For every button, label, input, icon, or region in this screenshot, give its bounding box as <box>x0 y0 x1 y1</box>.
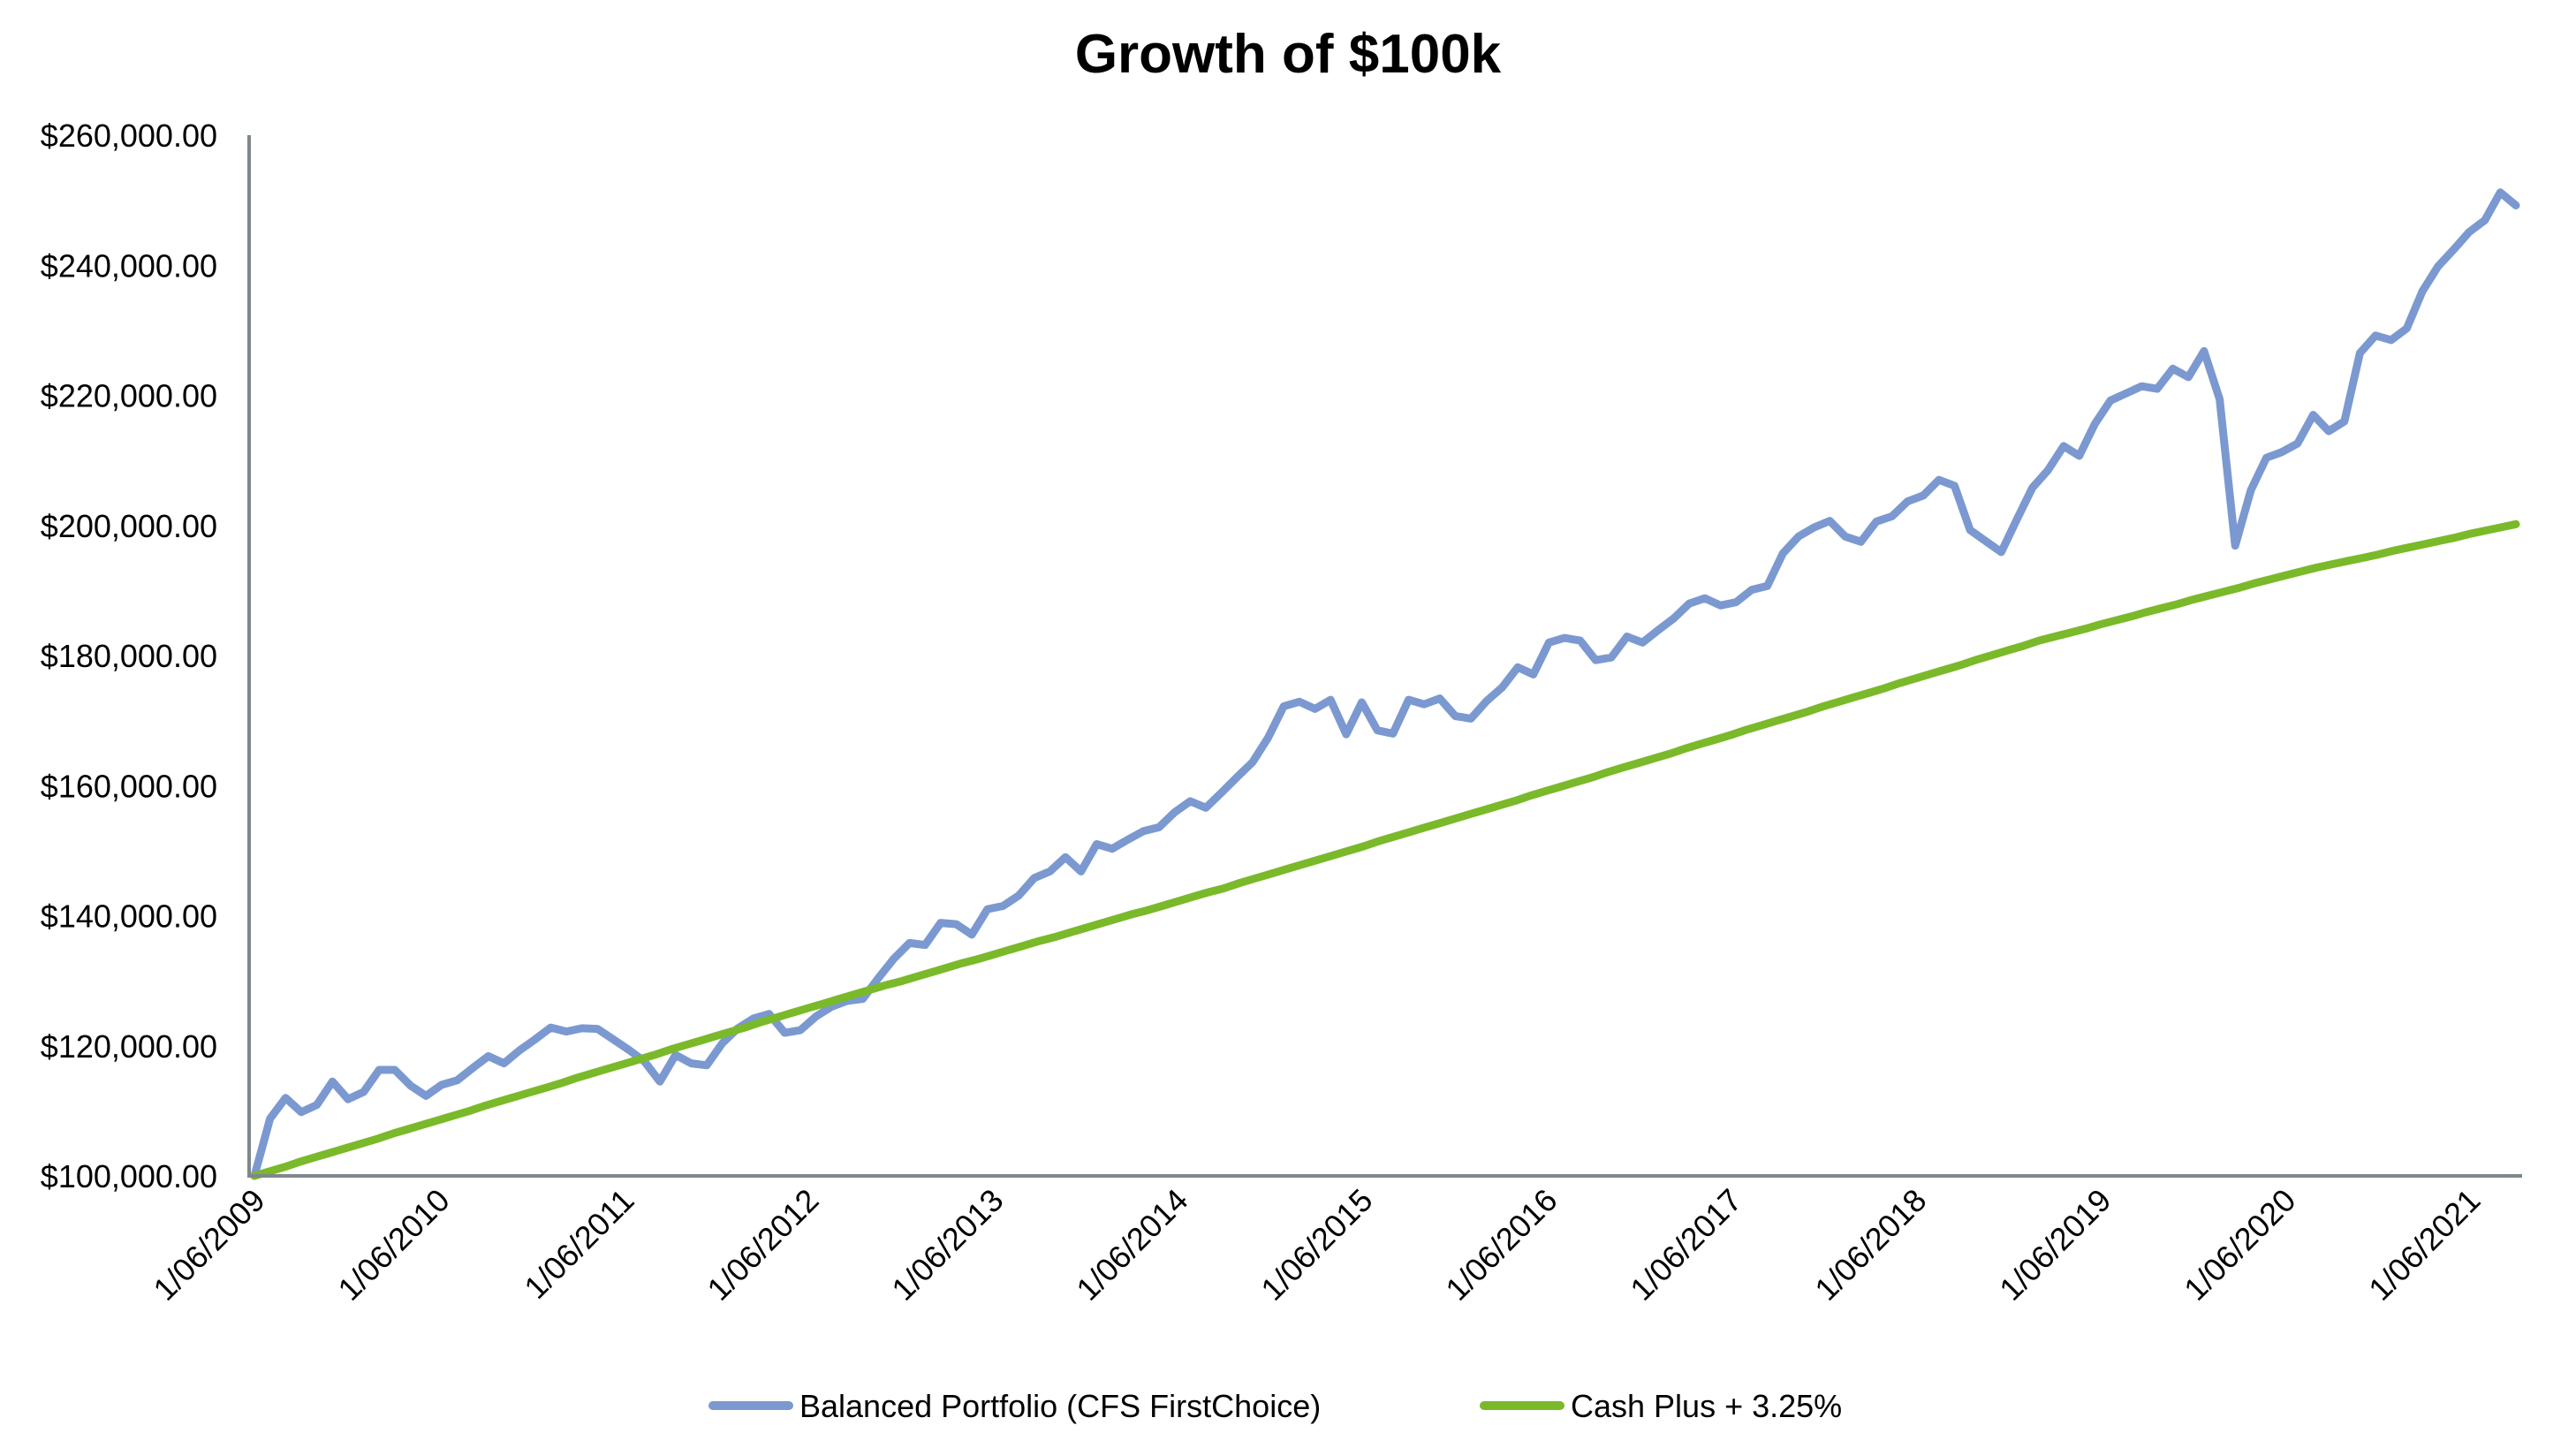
legend-label-cash-plus: Cash Plus + 3.25% <box>1571 1388 1842 1424</box>
x-tick-label: 1/06/2017 <box>1623 1182 1748 1308</box>
x-tick-label: 1/06/2009 <box>146 1182 271 1308</box>
y-tick-label: $220,000.00 <box>41 378 217 414</box>
chart-title: Growth of $100k <box>1074 24 1502 85</box>
x-tick-label: 1/06/2019 <box>1992 1182 2118 1308</box>
series-lines <box>250 188 2520 1180</box>
legend: Balanced Portfolio (CFS FirstChoice) Cas… <box>708 1388 1842 1424</box>
y-tick-label: $140,000.00 <box>41 898 217 935</box>
y-tick-label: $200,000.00 <box>41 508 217 544</box>
x-tick-label: 1/06/2010 <box>330 1182 456 1308</box>
y-tick-label: $160,000.00 <box>41 768 217 804</box>
x-axis-tick-labels: 1/06/2009 1/06/2010 1/06/2011 1/06/2012 1/06… <box>146 1182 2487 1308</box>
y-tick-label: $240,000.00 <box>41 247 217 284</box>
y-tick-label: $100,000.00 <box>41 1158 217 1194</box>
x-tick-label: 1/06/2016 <box>1438 1182 1564 1308</box>
x-tick-label: 1/06/2018 <box>1807 1182 1933 1308</box>
y-tick-label: $180,000.00 <box>41 638 217 674</box>
y-tick-label: $260,000.00 <box>41 118 217 154</box>
x-tick-label: 1/06/2020 <box>2177 1182 2302 1308</box>
x-tick-label: 1/06/2011 <box>517 1182 640 1306</box>
legend-label-balanced-portfolio: Balanced Portfolio (CFS FirstChoice) <box>799 1388 1321 1424</box>
x-tick-label: 1/06/2012 <box>700 1182 825 1308</box>
y-tick-label: $120,000.00 <box>41 1028 217 1065</box>
y-axis-tick-labels: $100,000.00 $120,000.00 $140,000.00 $160,00… <box>41 118 217 1194</box>
x-tick-label: 1/06/2021 <box>2361 1182 2487 1308</box>
x-tick-label: 1/06/2015 <box>1254 1182 1379 1308</box>
x-tick-label: 1/06/2013 <box>884 1182 1010 1308</box>
x-tick-label: 1/06/2014 <box>1069 1182 1194 1308</box>
series-line-balanced-portfolio <box>250 188 2520 1180</box>
series-line-cash-plus <box>250 519 2520 1180</box>
